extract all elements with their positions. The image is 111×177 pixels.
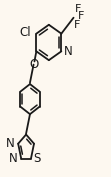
Text: N: N: [64, 45, 73, 58]
Text: O: O: [29, 58, 38, 71]
Text: F: F: [78, 11, 84, 21]
Text: F: F: [74, 20, 80, 30]
Text: Cl: Cl: [20, 26, 31, 39]
Text: N: N: [6, 137, 15, 150]
Text: S: S: [33, 152, 41, 165]
Text: F: F: [75, 4, 81, 14]
Text: N: N: [9, 152, 18, 165]
